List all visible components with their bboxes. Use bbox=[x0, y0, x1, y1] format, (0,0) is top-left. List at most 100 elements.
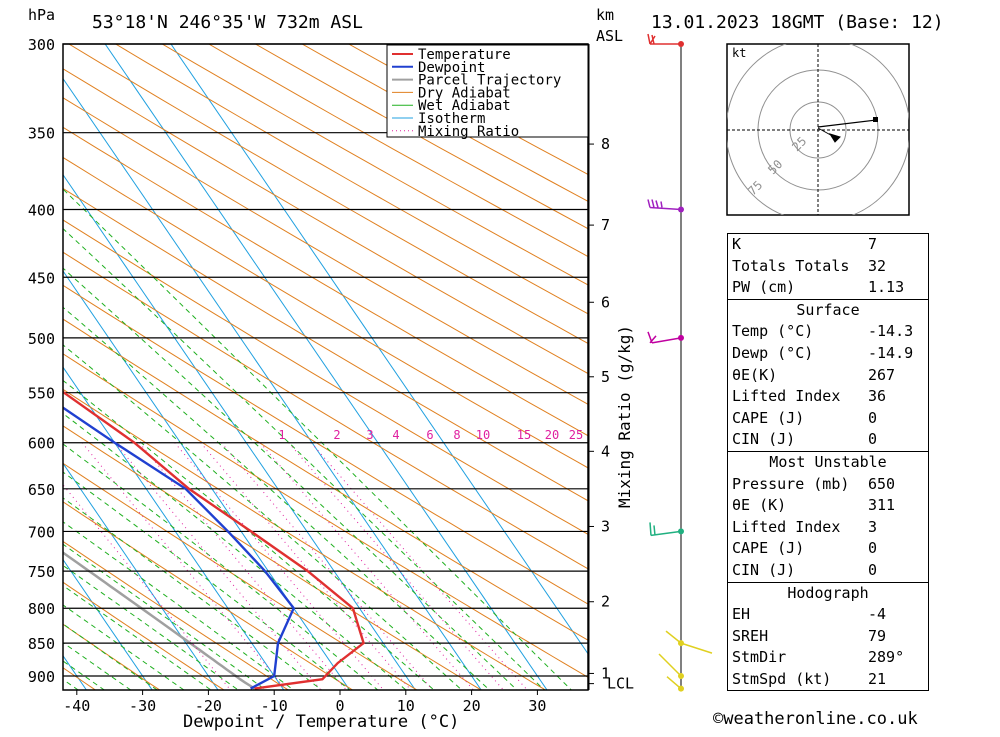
surface-row: Temp (°C) -14.3 bbox=[732, 322, 914, 341]
mixing-ratio-line bbox=[310, 442, 528, 690]
hodograph-row: EH -4 bbox=[732, 605, 887, 624]
most-unstable-row: θE (K) 311 bbox=[732, 496, 896, 515]
wet-adiabat-line bbox=[63, 267, 518, 690]
mixing-ratio-line bbox=[63, 484, 232, 690]
isotherm-line bbox=[104, 44, 548, 690]
dry-adiabat-line bbox=[161, 44, 588, 286]
pw-row: PW (cm) 1.13 bbox=[732, 278, 905, 297]
mixing-ratio-line bbox=[174, 442, 385, 690]
isotherm-line bbox=[63, 558, 153, 690]
mixing-ratio-label: 15 bbox=[517, 428, 531, 442]
wet-adiabat-line bbox=[63, 443, 379, 690]
isotherm-line bbox=[63, 173, 417, 690]
surface-block: Surface Temp (°C) -14.3 Dewp (°C) -14.9 θE… bbox=[728, 298, 928, 451]
dry-adiabat-line bbox=[115, 44, 588, 315]
mixing-ratio-label: 2 bbox=[333, 428, 340, 442]
x-tick-label: -40 bbox=[63, 697, 90, 715]
mixing-ratio-label: 6 bbox=[426, 428, 433, 442]
isotherm-line bbox=[170, 44, 588, 655]
location-title: 53°18'N 246°35'W 732m ASL bbox=[92, 12, 363, 33]
mixing-ratio-axis-title: Mixing Ratio (g/kg) bbox=[615, 325, 634, 508]
height-tick-label: 7 bbox=[601, 216, 610, 234]
credit-link[interactable]: ©weatheronline.co.uk bbox=[713, 709, 918, 729]
hodograph-heading: Hodograph bbox=[787, 583, 869, 602]
wet-adiabat-line bbox=[63, 344, 463, 690]
hpa-label: hPa bbox=[28, 6, 55, 24]
wind-barb bbox=[658, 653, 682, 677]
isotherm-line bbox=[63, 366, 285, 690]
pressure-tick-label: 800 bbox=[28, 600, 55, 618]
wet-adiabat-line bbox=[63, 227, 545, 690]
dry-adiabat-line bbox=[63, 251, 588, 570]
legend-label: Dry Adiabat bbox=[418, 85, 511, 101]
wet-adiabat-line bbox=[63, 543, 267, 690]
height-tick-label: 5 bbox=[601, 368, 610, 386]
wet-adiabat-line bbox=[63, 188, 573, 690]
mixing-ratio-label: 8 bbox=[453, 428, 460, 442]
dry-adiabat-line bbox=[63, 97, 588, 405]
surface-row: θE(K) 267 bbox=[732, 365, 896, 384]
mixing-ratio-line bbox=[114, 442, 322, 690]
pressure-tick-label: 600 bbox=[28, 435, 55, 453]
x-tick-label: 0 bbox=[335, 697, 344, 715]
dewpoint-profile bbox=[63, 406, 296, 690]
wind-barb bbox=[649, 522, 682, 537]
temperature-profile bbox=[63, 390, 365, 690]
x-tick-label: 20 bbox=[463, 697, 481, 715]
most-unstable-row: CIN (J) 0 bbox=[732, 560, 878, 579]
pressure-tick-label: 500 bbox=[28, 330, 55, 348]
plot-frame bbox=[62, 43, 589, 691]
mixing-ratio-label: 20 bbox=[545, 428, 559, 442]
wet-adiabat-line bbox=[63, 604, 185, 690]
x-tick-label: 10 bbox=[397, 697, 415, 715]
pressure-tick-label: 700 bbox=[28, 523, 55, 541]
dry-adiabat-line bbox=[63, 126, 588, 437]
km-label: km bbox=[596, 6, 614, 24]
mixing-ratio-line bbox=[81, 442, 287, 690]
wet-adiabat-line bbox=[63, 641, 132, 690]
surface-heading: Surface bbox=[796, 300, 860, 319]
legend-label: Mixing Ratio bbox=[418, 124, 519, 140]
dry-adiabat-line bbox=[63, 501, 354, 690]
height-tick-label: 2 bbox=[601, 593, 610, 611]
legend-label: Temperature bbox=[418, 47, 511, 63]
dry-adiabat-line bbox=[68, 44, 588, 344]
hodograph-row: StmDir 289° bbox=[732, 648, 905, 667]
mixing-ratio-line bbox=[221, 442, 434, 690]
dry-adiabat-line bbox=[63, 219, 588, 535]
totals-totals-row: Totals Totals 32 bbox=[732, 256, 887, 275]
legend-label: Parcel Trajectory bbox=[418, 73, 561, 89]
wind-barb bbox=[647, 33, 681, 45]
dry-adiabat-line bbox=[63, 318, 588, 641]
legend-box bbox=[386, 44, 589, 138]
wet-adiabat-line bbox=[63, 379, 435, 690]
pressure-tick-label: 550 bbox=[28, 385, 55, 403]
mixing-ratio-label: 25 bbox=[569, 428, 583, 442]
x-tick-label: -10 bbox=[261, 697, 288, 715]
surface-row: Lifted Index 36 bbox=[732, 387, 887, 406]
wind-barb bbox=[647, 199, 682, 211]
pressure-tick-label: 300 bbox=[28, 36, 55, 54]
height-tick-label: LCL bbox=[607, 675, 634, 693]
hodograph-block: Hodograph EH -4 SREH 79 StmDir 289° StmSpd … bbox=[728, 581, 928, 691]
x-tick-label: -20 bbox=[195, 697, 222, 715]
wet-adiabat-line bbox=[63, 306, 491, 690]
wind-barb bbox=[666, 676, 682, 690]
wet-adiabat-line bbox=[63, 412, 407, 690]
pressure-tick-label: 900 bbox=[28, 668, 55, 686]
hodograph-top-marker bbox=[873, 117, 878, 122]
pressure-tick-label: 350 bbox=[28, 125, 55, 143]
dry-adiabat-line bbox=[63, 353, 588, 678]
wet-adiabat-line bbox=[63, 521, 295, 690]
dry-adiabat-line bbox=[63, 425, 483, 690]
pressure-tick-label: 650 bbox=[28, 481, 55, 499]
datetime-title: 13.01.2023 18GMT (Base: 12) bbox=[651, 12, 944, 33]
surface-row: CIN (J) 0 bbox=[732, 430, 878, 449]
most-unstable-row: Lifted Index 3 bbox=[732, 517, 878, 536]
height-tick-label: 6 bbox=[601, 293, 610, 311]
mixing-ratio-label: 3 bbox=[366, 428, 373, 442]
pressure-tick-label: 450 bbox=[28, 269, 55, 287]
hodograph-inner bbox=[727, 44, 909, 215]
